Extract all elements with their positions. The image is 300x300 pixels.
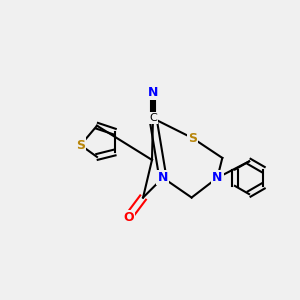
Text: S: S <box>188 132 197 145</box>
Text: N: N <box>148 86 158 99</box>
Text: N: N <box>158 171 168 184</box>
Text: O: O <box>123 211 134 224</box>
Text: N: N <box>212 171 223 184</box>
Text: S: S <box>76 139 85 152</box>
Text: C: C <box>149 113 157 123</box>
